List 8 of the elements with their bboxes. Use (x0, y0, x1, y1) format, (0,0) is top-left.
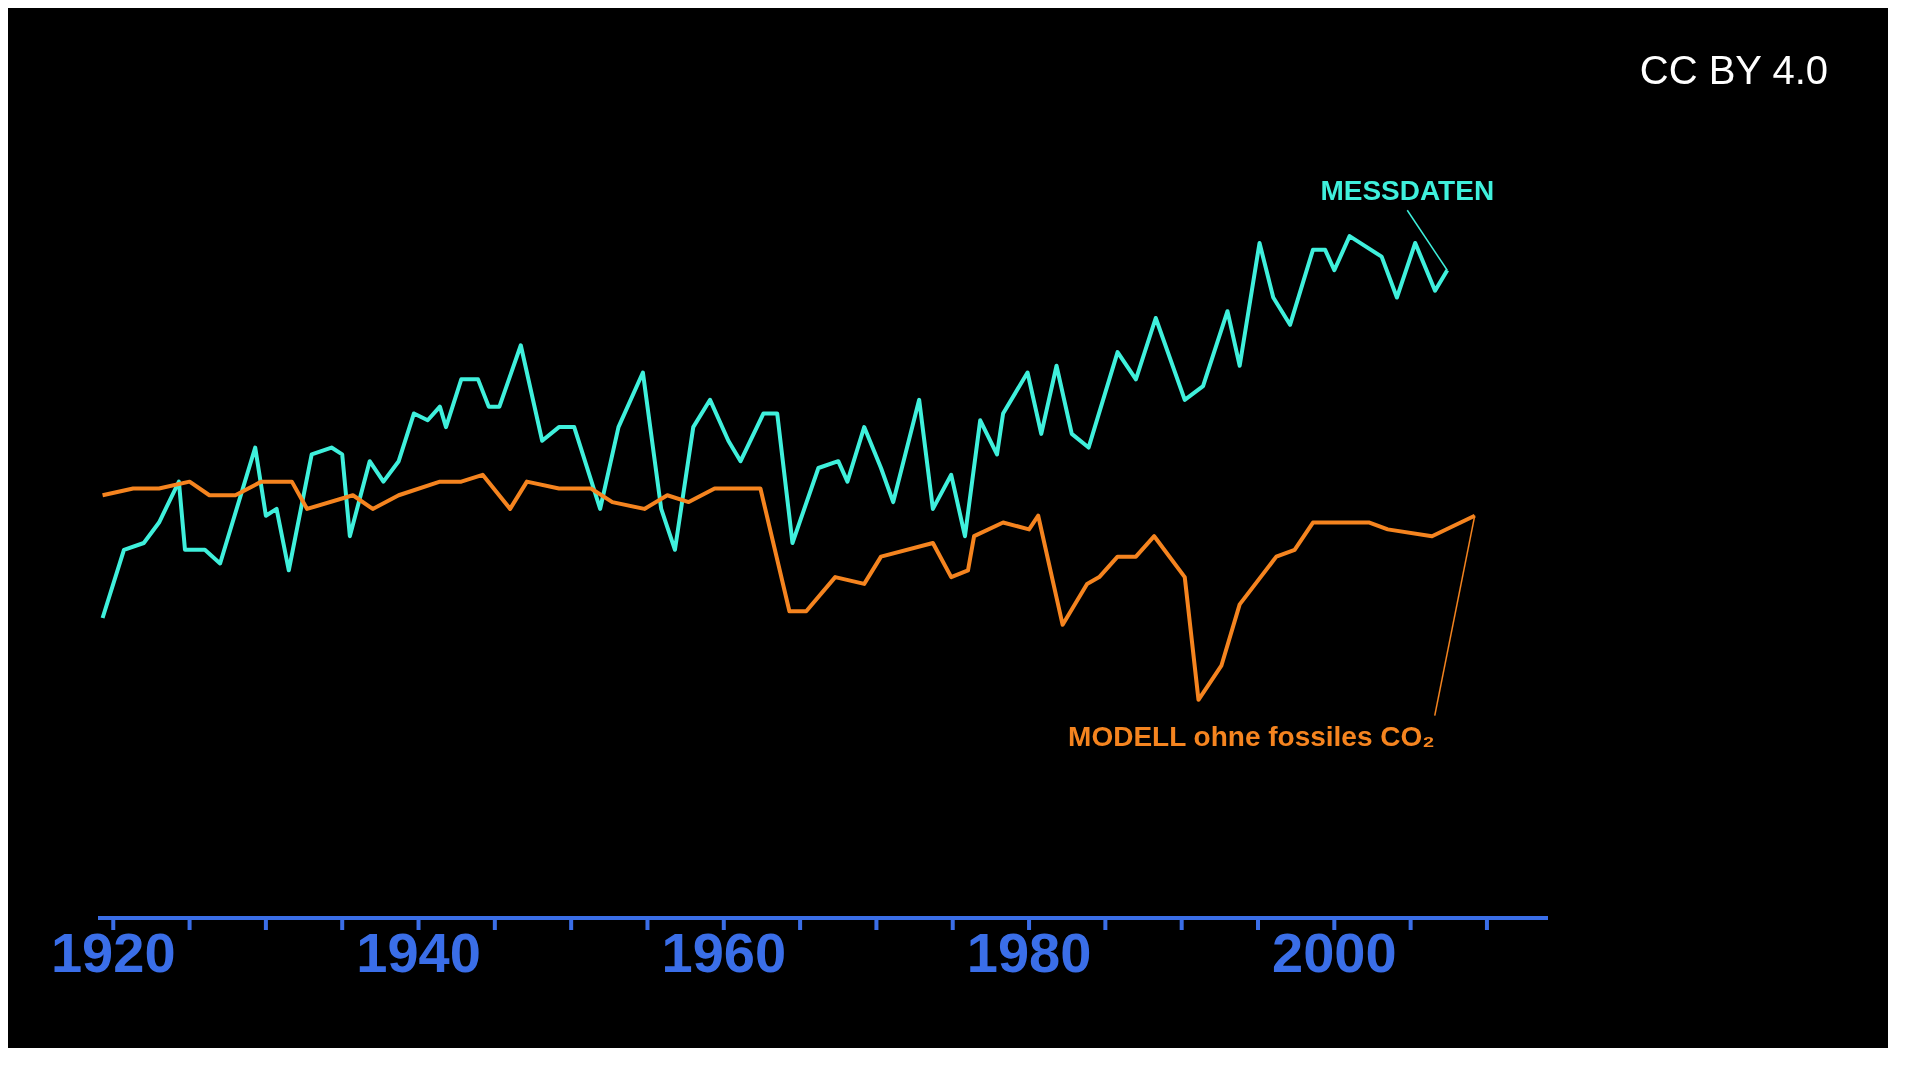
x-tick-label: 1960 (661, 920, 787, 984)
x-tick-label: 2000 (1272, 920, 1397, 984)
x-tick-label: 1940 (356, 920, 481, 984)
series-label: MESSDATEN (1320, 175, 1495, 207)
text: CC BY 4.0 (1639, 48, 1828, 93)
x-tick-label: 1980 (966, 920, 1092, 984)
x-tick-label: 1920 (50, 920, 176, 984)
text: MODELL ohne fossiles CO₂ (1068, 720, 1435, 752)
